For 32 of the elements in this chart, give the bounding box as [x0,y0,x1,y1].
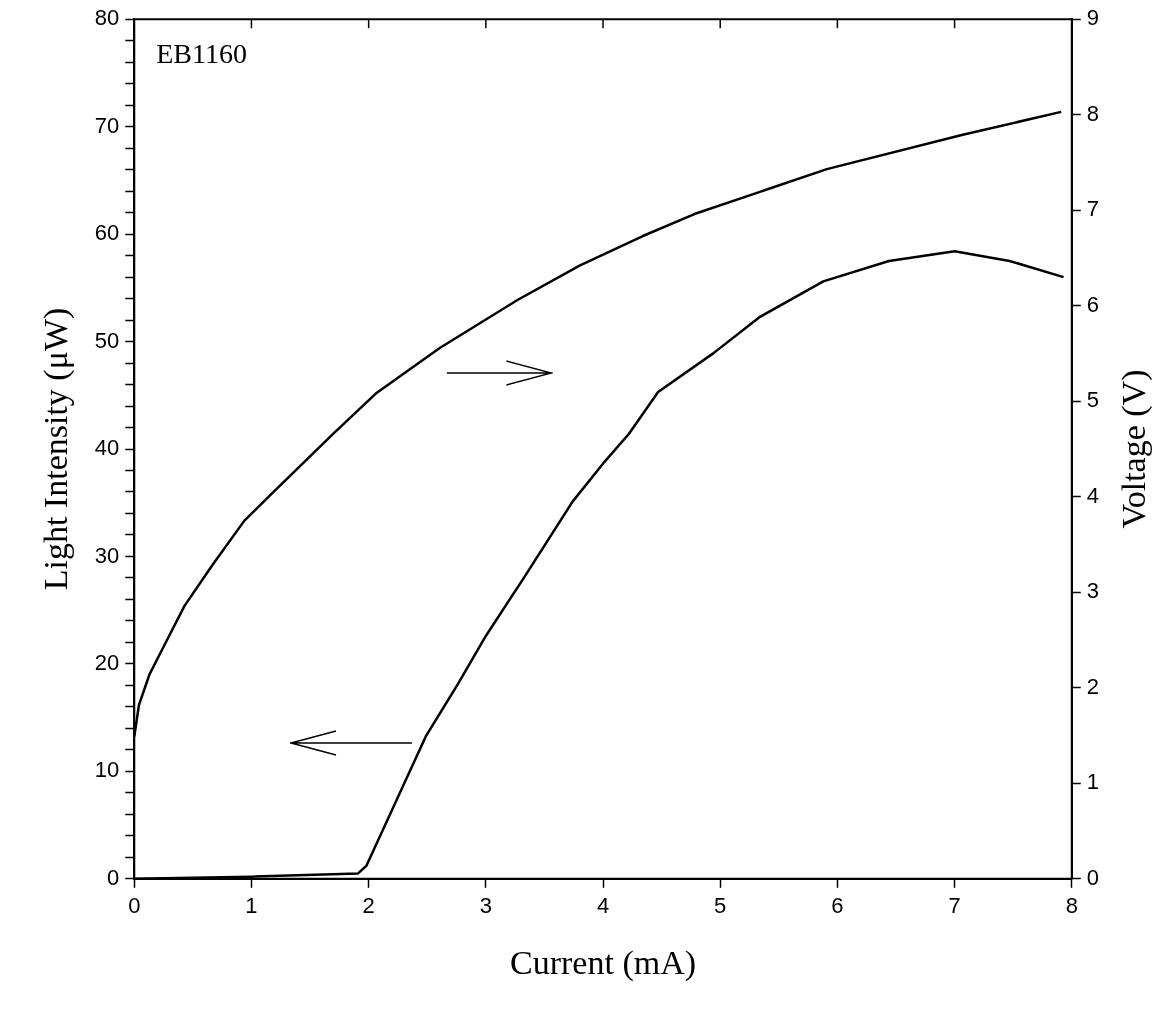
x-tick-label: 4 [596,893,610,919]
y2-tick-label: 6 [1086,291,1100,317]
x-tick-label: 0 [128,893,141,919]
y2-tick-label: 3 [1086,578,1100,604]
x-tick-label: 6 [831,893,844,919]
x-tick-label: 2 [362,893,375,919]
y2-tick-label: 4 [1086,482,1100,508]
y-tick-label: 10 [94,757,120,783]
x-tick-label: 1 [245,893,258,919]
x-tick-label: 3 [479,893,492,919]
annotation: EB1160 [156,37,248,69]
y-tick-label: 30 [94,542,120,568]
y-tick-label: 70 [94,112,120,138]
x-tick-label: 8 [1065,893,1078,919]
y2-tick-label: 5 [1086,387,1100,413]
y2-axis-title: Voltage (V) [1114,369,1153,529]
y-tick-label: 20 [94,649,120,675]
y2-tick-label: 7 [1086,196,1100,222]
y2-tick-label: 2 [1086,673,1100,699]
y-tick-label: 0 [107,864,120,890]
x-axis-title: Current (mA) [510,943,697,982]
y2-tick-label: 1 [1086,769,1100,795]
y2-tick-label: 9 [1086,5,1100,31]
x-tick-label: 7 [948,893,961,919]
y-tick-label: 80 [94,5,120,31]
x-tick-label: 5 [714,893,727,919]
y2-tick-label: 8 [1086,100,1100,126]
y2-tick-label: 0 [1086,864,1100,890]
y-tick-label: 40 [94,435,120,461]
y-tick-label: 60 [94,220,120,246]
y-tick-label: 50 [94,327,120,353]
y-axis-title: Light Intensity (μW) [37,307,76,591]
